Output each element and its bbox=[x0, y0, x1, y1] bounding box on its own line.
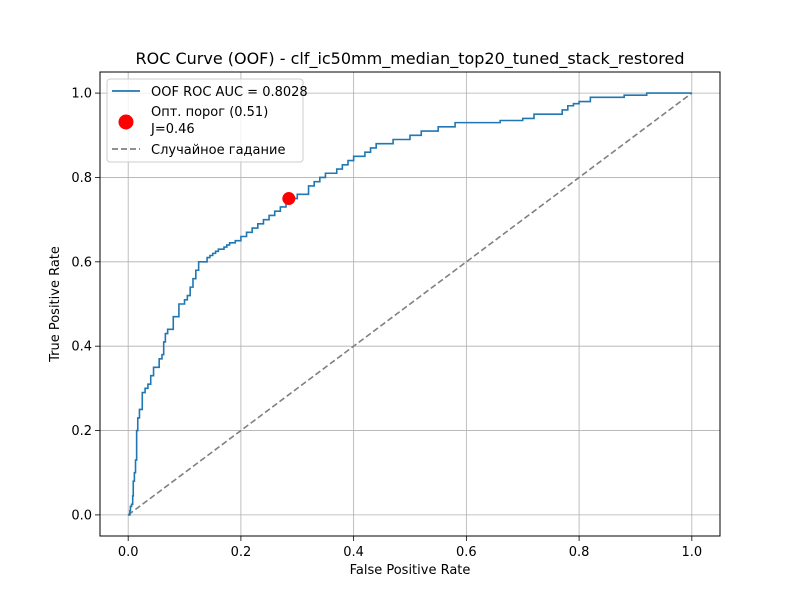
series-layer bbox=[127, 92, 693, 516]
x-axis-label: False Positive Rate bbox=[350, 563, 471, 578]
legend-random-label: Случайное гадание bbox=[151, 143, 285, 158]
legend-threshold-marker-swatch bbox=[118, 114, 134, 130]
x-tick-label: 0.2 bbox=[231, 545, 252, 560]
x-axis-ticks: 0.0 0.2 0.4 0.6 0.8 1.0 bbox=[118, 536, 702, 560]
grid-lines bbox=[100, 72, 720, 536]
legend-box bbox=[106, 78, 304, 163]
legend-threshold-label: Опт. порог (0.51) bbox=[151, 105, 268, 120]
y-axis-label: True Positive Rate bbox=[48, 246, 63, 363]
optimal-threshold-point bbox=[282, 192, 296, 206]
x-tick-label: 0.6 bbox=[456, 545, 477, 560]
axes-frame bbox=[99, 71, 721, 537]
legend-roc-label: OOF ROC AUC = 0.8028 bbox=[151, 85, 308, 100]
y-tick-label: 0.0 bbox=[71, 508, 92, 523]
x-tick-label: 1.0 bbox=[681, 545, 702, 560]
random-guess-line bbox=[127, 92, 693, 516]
y-tick-label: 1.0 bbox=[71, 87, 92, 102]
chart-title: ROC Curve (OOF) - clf_ic50mm_median_top2… bbox=[135, 49, 684, 69]
legend-threshold-j-label: J=0.46 bbox=[150, 122, 195, 137]
roc-curve-line bbox=[128, 92, 692, 516]
y-tick-label: 0.4 bbox=[71, 340, 92, 355]
y-tick-label: 0.6 bbox=[71, 255, 92, 270]
x-tick-label: 0.4 bbox=[343, 545, 364, 560]
y-axis-ticks: 0.0 0.2 0.4 0.6 0.8 1.0 bbox=[71, 87, 100, 523]
x-tick-label: 0.8 bbox=[569, 545, 590, 560]
y-tick-label: 0.8 bbox=[71, 171, 92, 186]
legend: OOF ROC AUC = 0.8028 Опт. порог (0.51) J… bbox=[106, 78, 308, 163]
x-tick-label: 0.0 bbox=[118, 545, 139, 560]
y-tick-label: 0.2 bbox=[71, 424, 92, 439]
